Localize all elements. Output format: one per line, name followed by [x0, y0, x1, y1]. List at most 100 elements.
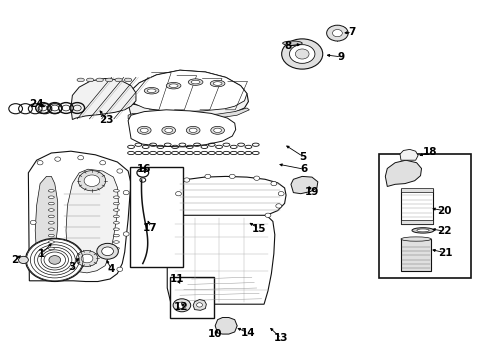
Circle shape: [76, 251, 98, 266]
Circle shape: [196, 303, 202, 307]
Circle shape: [37, 161, 43, 165]
Ellipse shape: [189, 128, 197, 132]
Circle shape: [81, 254, 93, 263]
Ellipse shape: [162, 126, 175, 134]
Polygon shape: [193, 300, 206, 310]
Text: 7: 7: [347, 27, 355, 37]
Ellipse shape: [48, 228, 54, 230]
Circle shape: [229, 174, 235, 179]
Text: 1: 1: [38, 249, 45, 259]
Circle shape: [78, 156, 83, 160]
Ellipse shape: [113, 241, 119, 243]
Bar: [400, 239, 430, 271]
Bar: [400, 188, 432, 192]
Polygon shape: [399, 149, 417, 160]
Text: 5: 5: [299, 152, 306, 162]
Ellipse shape: [140, 128, 148, 132]
Circle shape: [289, 45, 314, 63]
Ellipse shape: [48, 247, 54, 250]
Text: 9: 9: [337, 52, 344, 62]
Circle shape: [253, 176, 259, 180]
Ellipse shape: [164, 128, 172, 132]
Ellipse shape: [400, 237, 430, 241]
Polygon shape: [71, 78, 136, 120]
Ellipse shape: [113, 215, 119, 218]
Ellipse shape: [48, 215, 54, 218]
Circle shape: [123, 190, 129, 195]
Ellipse shape: [169, 84, 178, 87]
Text: 16: 16: [137, 164, 151, 174]
Ellipse shape: [210, 126, 224, 134]
Ellipse shape: [186, 126, 200, 134]
Polygon shape: [385, 160, 421, 186]
Circle shape: [332, 30, 342, 37]
Text: 18: 18: [422, 147, 437, 157]
Ellipse shape: [213, 128, 221, 132]
Bar: [129, 167, 183, 267]
Circle shape: [117, 267, 122, 271]
Circle shape: [270, 181, 276, 186]
Ellipse shape: [411, 228, 433, 233]
Text: 6: 6: [300, 164, 307, 174]
Ellipse shape: [113, 196, 119, 198]
Ellipse shape: [224, 324, 233, 328]
Text: 14: 14: [241, 328, 255, 338]
Ellipse shape: [137, 126, 151, 134]
Ellipse shape: [113, 228, 119, 230]
Ellipse shape: [191, 80, 200, 84]
Ellipse shape: [124, 78, 132, 82]
Ellipse shape: [48, 196, 54, 198]
Ellipse shape: [113, 190, 119, 192]
Ellipse shape: [416, 229, 428, 232]
Circle shape: [173, 299, 190, 312]
Polygon shape: [290, 176, 317, 194]
Polygon shape: [128, 84, 225, 122]
Text: 19: 19: [304, 186, 319, 197]
Circle shape: [326, 25, 347, 41]
Circle shape: [275, 204, 281, 208]
Ellipse shape: [48, 209, 54, 211]
Ellipse shape: [282, 41, 302, 45]
Ellipse shape: [96, 78, 103, 82]
Text: 20: 20: [436, 206, 450, 216]
Circle shape: [204, 174, 210, 179]
Bar: [170, 277, 214, 318]
Polygon shape: [215, 318, 237, 334]
Circle shape: [100, 161, 105, 165]
Circle shape: [49, 256, 61, 264]
Polygon shape: [131, 70, 246, 112]
Text: 24: 24: [29, 99, 44, 109]
Text: 10: 10: [207, 329, 222, 339]
Polygon shape: [170, 176, 285, 220]
Ellipse shape: [144, 87, 159, 94]
Text: 12: 12: [173, 302, 188, 312]
Polygon shape: [128, 110, 235, 147]
Circle shape: [84, 175, 100, 186]
Circle shape: [19, 256, 28, 264]
Circle shape: [295, 49, 308, 59]
Circle shape: [78, 171, 105, 191]
Polygon shape: [131, 70, 248, 118]
Polygon shape: [167, 215, 274, 304]
Ellipse shape: [48, 221, 54, 224]
Ellipse shape: [213, 82, 222, 85]
Ellipse shape: [48, 234, 54, 237]
Ellipse shape: [221, 323, 236, 329]
Circle shape: [281, 39, 322, 69]
Ellipse shape: [115, 78, 122, 82]
Ellipse shape: [113, 209, 119, 211]
Bar: [400, 189, 432, 224]
Text: 2: 2: [11, 255, 18, 265]
Polygon shape: [66, 169, 118, 273]
Bar: [400, 220, 432, 224]
Polygon shape: [28, 151, 131, 282]
Ellipse shape: [113, 202, 119, 205]
Circle shape: [25, 238, 84, 282]
Text: 13: 13: [273, 333, 288, 343]
Ellipse shape: [48, 241, 54, 243]
Text: 3: 3: [69, 262, 76, 272]
Text: 15: 15: [251, 224, 266, 234]
Circle shape: [117, 169, 122, 173]
Text: 8: 8: [284, 41, 290, 51]
Ellipse shape: [86, 78, 94, 82]
